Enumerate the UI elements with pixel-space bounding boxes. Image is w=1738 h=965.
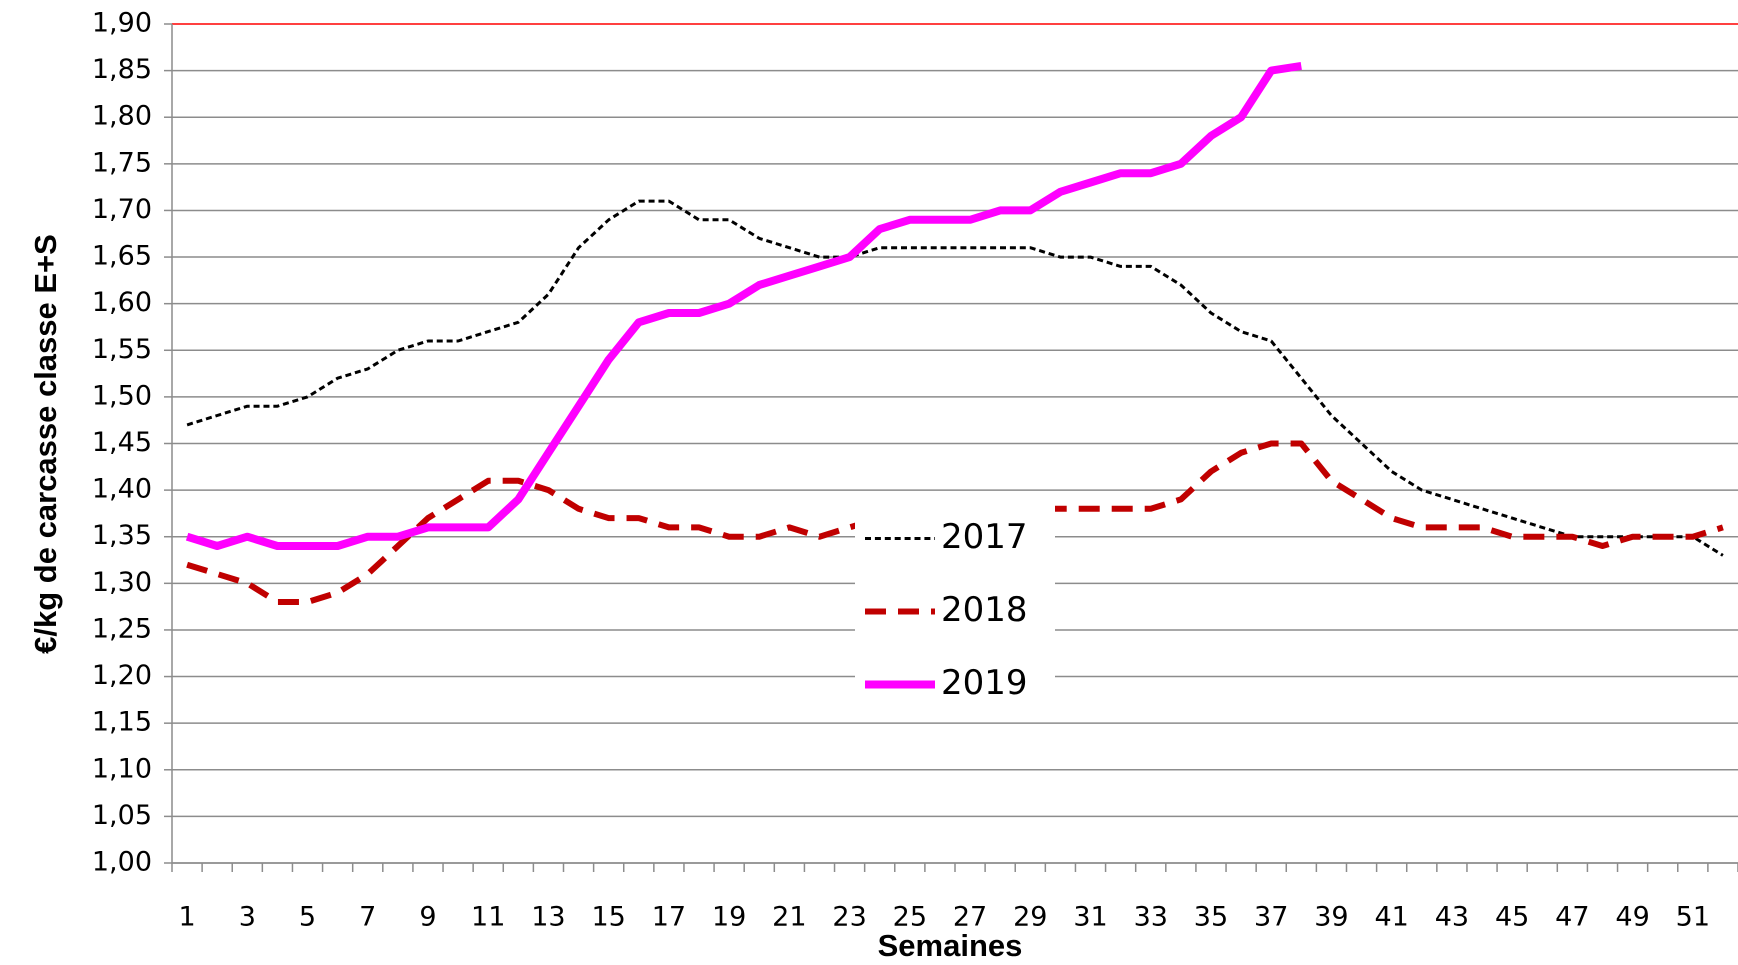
y-tick-label: 1,20 — [92, 660, 152, 691]
x-tick-label: 19 — [712, 902, 746, 933]
y-tick-label: 1,05 — [92, 800, 152, 831]
x-tick-label: 47 — [1555, 902, 1589, 933]
y-tick-label: 1,15 — [92, 707, 152, 738]
x-tick-label: 23 — [832, 902, 866, 933]
x-tick-label: 21 — [772, 902, 806, 933]
x-tick-label: 43 — [1435, 902, 1469, 933]
y-tick-label: 1,50 — [92, 380, 152, 411]
y-tick-label: 1,85 — [92, 54, 152, 85]
y-tick-label: 1,10 — [92, 753, 152, 784]
legend-label: 2017 — [941, 517, 1028, 557]
legend-label: 2018 — [941, 590, 1028, 630]
x-tick-label: 51 — [1676, 902, 1710, 933]
x-tick-label: 25 — [893, 902, 927, 933]
x-tick-label: 33 — [1134, 902, 1168, 933]
x-tick-label: 17 — [652, 902, 686, 933]
series-line — [186, 199, 1724, 557]
y-tick-label: 1,45 — [92, 427, 152, 458]
x-tick-label: 27 — [953, 902, 987, 933]
y-tick-label: 1,75 — [92, 147, 152, 178]
x-tick-label: 49 — [1615, 902, 1649, 933]
y-tick-label: 1,25 — [92, 613, 152, 644]
y-tick-label: 1,60 — [92, 287, 152, 318]
x-tick-label: 45 — [1495, 902, 1529, 933]
y-tick-label: 1,00 — [92, 847, 152, 878]
x-tick-label: 3 — [239, 902, 256, 933]
y-tick-label: 1,70 — [92, 194, 152, 225]
x-tick-label: 31 — [1073, 902, 1107, 933]
x-tick-label: 37 — [1254, 902, 1288, 933]
y-tick-label: 1,80 — [92, 101, 152, 132]
y-tick-label: 1,55 — [92, 334, 152, 365]
legend: 2017 2018 2019 — [855, 503, 1055, 714]
x-tick-label: 41 — [1374, 902, 1408, 933]
legend-label: 2019 — [941, 663, 1028, 703]
y-tick-label: 1,30 — [92, 567, 152, 598]
series-line — [185, 61, 1302, 550]
x-tick-label: 9 — [419, 902, 436, 933]
x-tick-label: 13 — [531, 902, 565, 933]
y-tick-label: 1,40 — [92, 474, 152, 505]
y-tick-label: 1,65 — [92, 241, 152, 272]
y-axis-title: €/kg de carcasse classe E+S — [28, 234, 63, 654]
x-tick-label: 29 — [1013, 902, 1047, 933]
x-tick-label: 7 — [359, 902, 376, 933]
y-tick-label: 1,90 — [92, 8, 152, 39]
x-tick-label: 35 — [1194, 902, 1228, 933]
x-axis-title: Semaines — [878, 928, 1023, 963]
x-tick-label: 1 — [178, 902, 195, 933]
x-tick-label: 5 — [299, 902, 316, 933]
x-tick-label: 11 — [471, 902, 505, 933]
y-tick-label: 1,35 — [92, 520, 152, 551]
x-tick-label: 39 — [1314, 902, 1348, 933]
x-tick-label: 15 — [591, 902, 625, 933]
